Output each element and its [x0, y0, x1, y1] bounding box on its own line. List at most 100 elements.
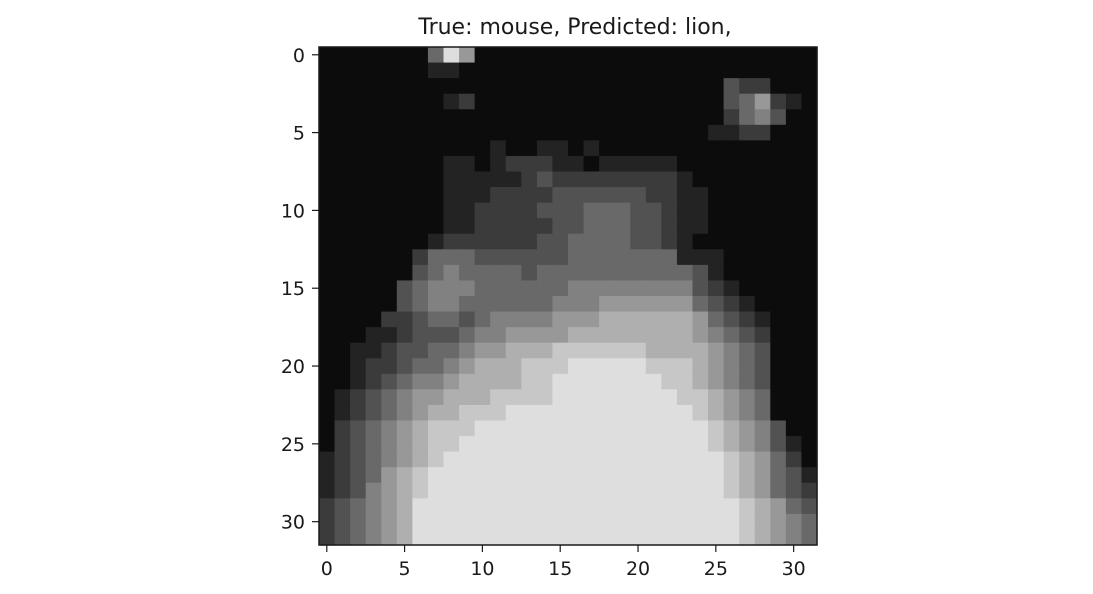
pixel-cell: [319, 405, 335, 421]
pixel-cell: [381, 405, 397, 421]
pixel-cell: [786, 343, 802, 359]
pixel-cell: [366, 94, 382, 110]
pixel-cell: [630, 421, 646, 437]
pixel-cell: [724, 467, 740, 483]
pixel-cell: [786, 265, 802, 281]
pixel-cell: [319, 63, 335, 79]
pixel-cell: [335, 389, 351, 405]
pixel-cell: [568, 374, 584, 390]
pixel-cell: [366, 296, 382, 312]
pixel-cell: [770, 296, 786, 312]
pixel-cell: [537, 405, 553, 421]
pixel-cell: [552, 234, 568, 250]
pixel-cell: [552, 280, 568, 296]
pixel-cell: [708, 94, 724, 110]
y-tick-label: 10: [281, 200, 305, 222]
pixel-cell: [724, 358, 740, 374]
pixel-cell: [801, 125, 817, 141]
pixel-cell: [397, 312, 413, 328]
pixel-cell: [693, 467, 709, 483]
pixel-cell: [475, 187, 491, 203]
pixel-cell: [459, 78, 475, 94]
pixel-cell: [739, 63, 755, 79]
pixel-cell: [755, 421, 771, 437]
pixel-cell: [444, 249, 460, 265]
pixel-cell: [428, 140, 444, 156]
pixel-cell: [506, 421, 522, 437]
pixel-cell: [475, 265, 491, 281]
pixel-cell: [739, 405, 755, 421]
pixel-cell: [475, 452, 491, 468]
pixel-cell: [521, 529, 537, 545]
pixel-cell: [693, 327, 709, 343]
pixel-cell: [552, 218, 568, 234]
pixel-cell: [412, 218, 428, 234]
pixel-cell: [350, 327, 366, 343]
pixel-cell: [366, 421, 382, 437]
pixel-cell: [428, 218, 444, 234]
pixel-cell: [568, 265, 584, 281]
pixel-cell: [630, 125, 646, 141]
pixel-cell: [584, 374, 600, 390]
pixel-cell: [490, 312, 506, 328]
pixel-cell: [677, 234, 693, 250]
pixel-cell: [428, 343, 444, 359]
pixel-cell: [568, 234, 584, 250]
pixel-cell: [661, 94, 677, 110]
pixel-cell: [755, 280, 771, 296]
pixel-cell: [475, 296, 491, 312]
pixel-cell: [755, 156, 771, 172]
pixel-cell: [381, 483, 397, 499]
pixel-cell: [646, 467, 662, 483]
pixel-cell: [521, 140, 537, 156]
pixel-cell: [537, 280, 553, 296]
pixel-cell: [428, 265, 444, 281]
pixel-cell: [490, 125, 506, 141]
pixel-cell: [428, 203, 444, 219]
pixel-cell: [552, 296, 568, 312]
pixel-cell: [552, 109, 568, 125]
pixel-cell: [366, 312, 382, 328]
pixel-cell: [661, 218, 677, 234]
pixel-cell: [350, 63, 366, 79]
pixel-cell: [693, 343, 709, 359]
pixel-cell: [397, 218, 413, 234]
pixel-cell: [428, 421, 444, 437]
pixel-cell: [506, 280, 522, 296]
pixel-cell: [801, 187, 817, 203]
pixel-cell: [366, 389, 382, 405]
pixel-cell: [708, 483, 724, 499]
pixel-cell: [444, 63, 460, 79]
pixel-cell: [490, 265, 506, 281]
pixel-cell: [724, 452, 740, 468]
pixel-cell: [459, 109, 475, 125]
pixel-cell: [506, 514, 522, 530]
pixel-cell: [490, 343, 506, 359]
pixel-cell: [506, 218, 522, 234]
pixel-cell: [708, 358, 724, 374]
pixel-cell: [552, 140, 568, 156]
pixel-cell: [381, 436, 397, 452]
pixel-cell: [319, 327, 335, 343]
pixel-cell: [599, 249, 615, 265]
pixel-cell: [770, 78, 786, 94]
pixel-cell: [428, 172, 444, 188]
pixel-cell: [615, 125, 631, 141]
pixel-cell: [412, 187, 428, 203]
pixel-cell: [381, 78, 397, 94]
pixel-cell: [397, 483, 413, 499]
pixel-cell: [397, 498, 413, 514]
pixel-cell: [444, 234, 460, 250]
pixel-cell: [537, 63, 553, 79]
pixel-cell: [397, 327, 413, 343]
pixel-cell: [319, 156, 335, 172]
pixel-cell: [693, 172, 709, 188]
pixel-cell: [350, 389, 366, 405]
pixel-cell: [428, 187, 444, 203]
pixel-cell: [428, 47, 444, 63]
pixel-cell: [397, 94, 413, 110]
figure-title: True: mouse, Predicted: lion,: [417, 15, 731, 40]
pixel-cell: [475, 218, 491, 234]
pixel-cell: [801, 203, 817, 219]
pixel-cell: [724, 125, 740, 141]
